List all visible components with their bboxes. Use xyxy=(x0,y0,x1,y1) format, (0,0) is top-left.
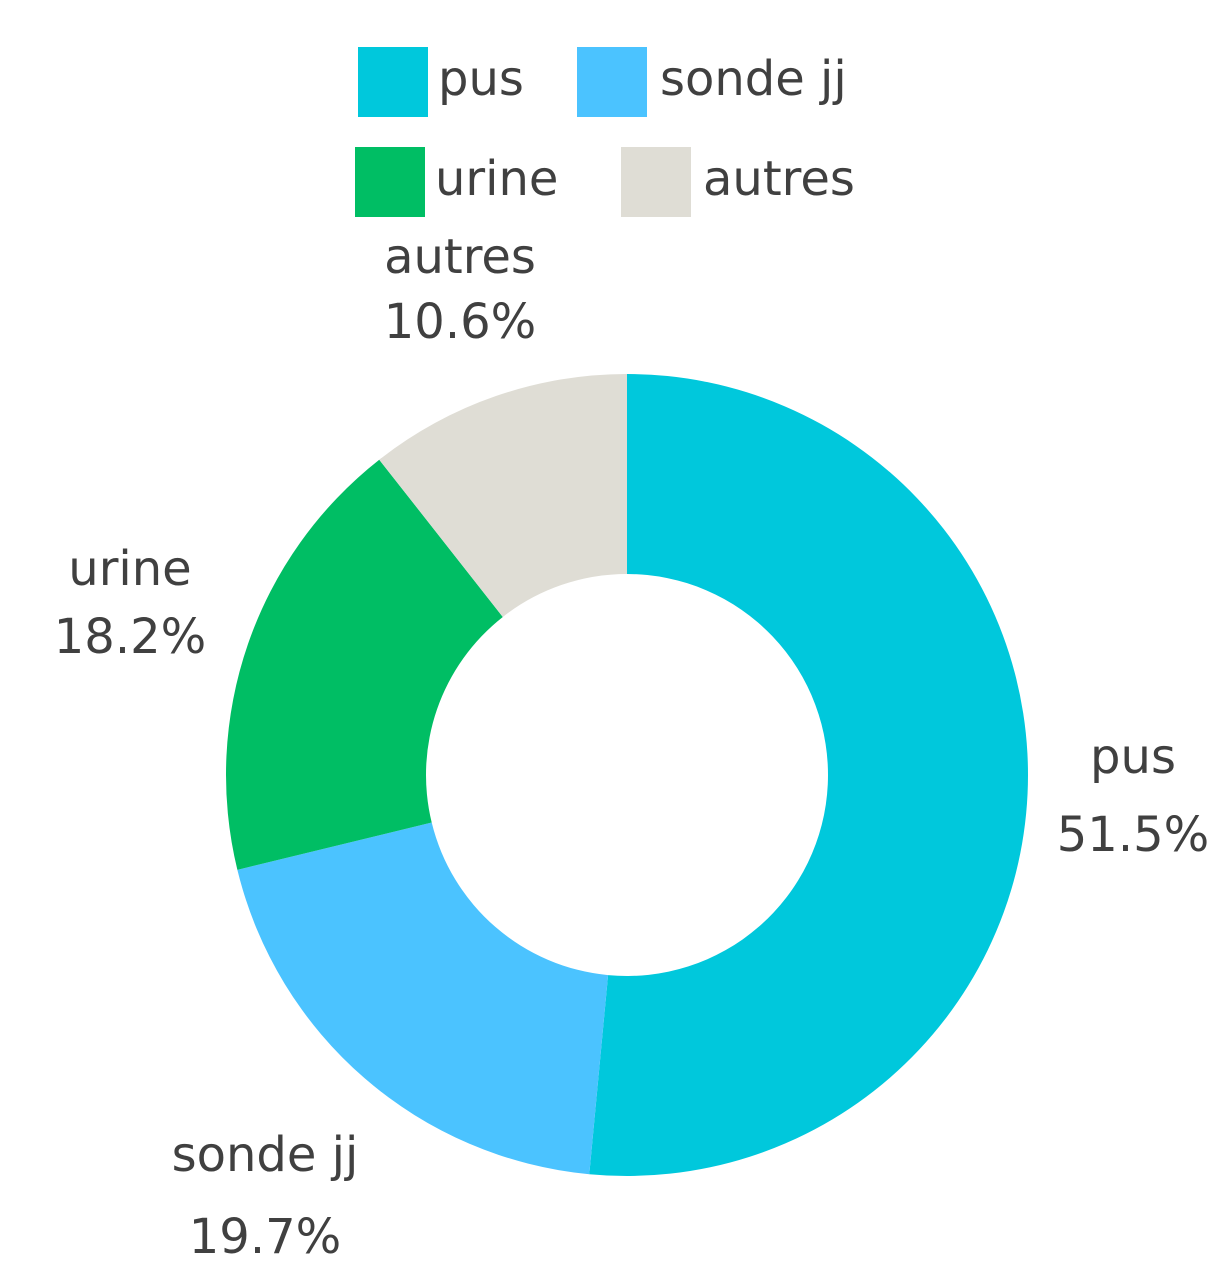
legend-swatch xyxy=(577,47,647,117)
legend-swatch xyxy=(355,147,425,217)
legend-label: urine xyxy=(435,151,558,207)
slice-value: 51.5% xyxy=(1057,807,1209,863)
donut-slice xyxy=(225,459,503,870)
donut-slice xyxy=(379,374,627,617)
slice-value: 19.7% xyxy=(189,1209,341,1263)
legend-label: autres xyxy=(703,151,855,207)
slice-label: urine xyxy=(68,541,191,597)
donut-slice xyxy=(237,822,609,1175)
donut-slice xyxy=(589,374,1029,1176)
slice-value: 10.6% xyxy=(384,294,536,350)
slice-label: autres xyxy=(384,229,536,285)
legend-swatch xyxy=(621,147,691,217)
legend-label: pus xyxy=(438,51,524,107)
slice-value: 18.2% xyxy=(54,609,206,665)
legend-label: sonde jj xyxy=(660,51,847,107)
legend-swatch xyxy=(358,47,428,117)
slice-label: sonde jj xyxy=(172,1127,359,1183)
slice-label: pus xyxy=(1090,729,1176,785)
